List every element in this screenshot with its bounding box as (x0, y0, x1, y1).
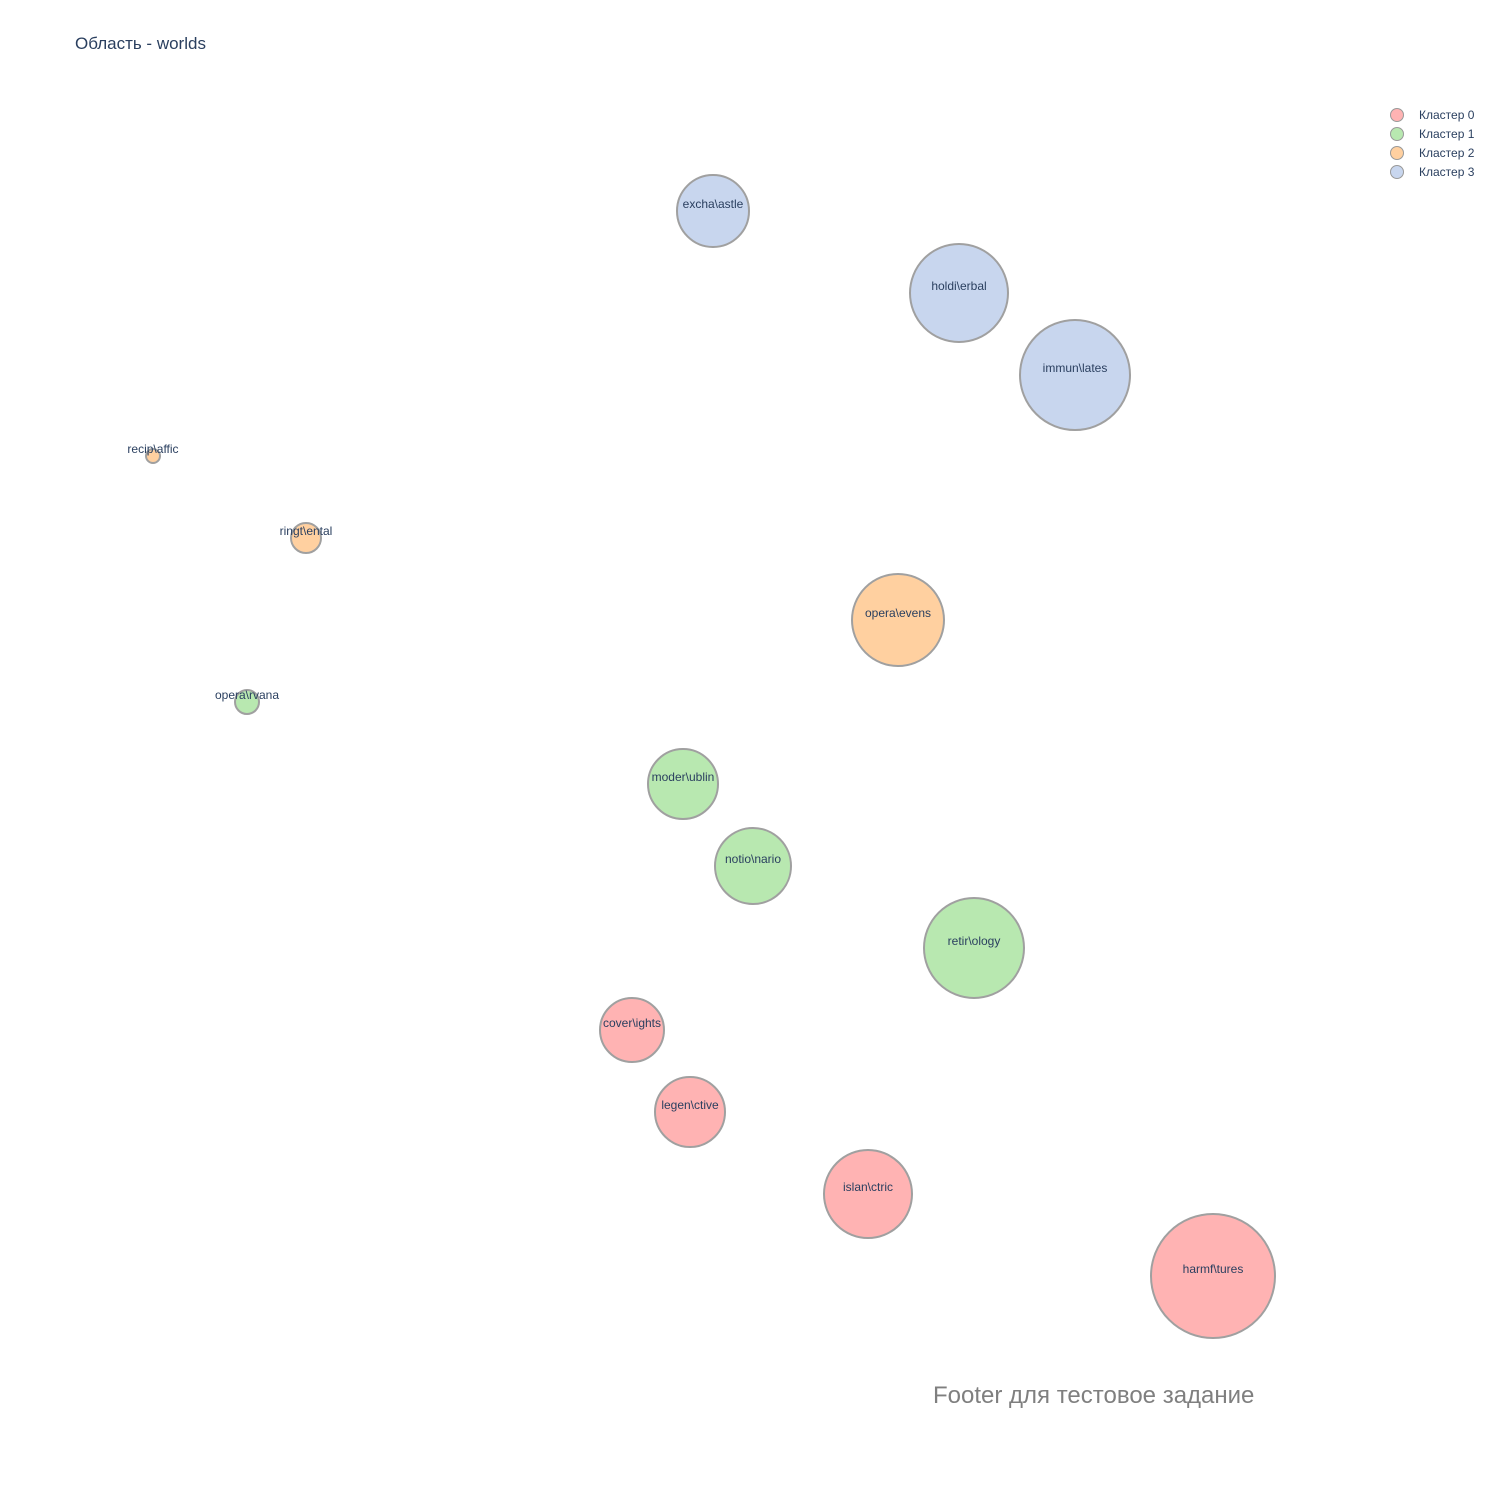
legend-item-cluster-3[interactable]: Кластер 3 (1390, 162, 1474, 181)
legend-swatch-cluster-2 (1390, 145, 1404, 160)
bubble-cluster-3-2[interactable] (1019, 319, 1131, 431)
bubble-cluster-2-2[interactable] (851, 573, 945, 667)
bubble-cluster-1-3[interactable] (923, 897, 1025, 999)
bubble-label-cluster-2-2: opera\evens (865, 606, 931, 620)
bubble-label-cluster-1-2: notio\nario (725, 852, 781, 866)
bubble-cluster-2-1[interactable] (290, 522, 322, 554)
bubble-cluster-3-0[interactable] (676, 174, 750, 248)
bubble-label-cluster-2-0: recip\affic (127, 442, 178, 456)
legend-label-cluster-3: Кластер 3 (1419, 164, 1475, 179)
bubbles-layer: cover\ights legen\ctive islan\ctric harmf\t… (127, 174, 1276, 1339)
bubble-label-cluster-0-2: islan\ctric (843, 1180, 893, 1194)
bubble-cluster-2-0[interactable] (145, 448, 161, 464)
bubble-label-cluster-1-1: moder\ublin (652, 770, 715, 784)
bubble-label-cluster-3-1: holdi\erbal (931, 279, 986, 293)
bubble-label-cluster-0-0: cover\ights (603, 1016, 661, 1030)
bubble-label-cluster-0-1: legen\ctive (661, 1098, 719, 1112)
bubble-cluster-0-3[interactable] (1150, 1213, 1276, 1339)
chart-title: Область - worlds (75, 34, 206, 53)
legend-swatch-cluster-1 (1390, 126, 1404, 141)
bubble-cluster-0-1[interactable] (654, 1076, 726, 1148)
bubble-cluster-0-2[interactable] (823, 1149, 913, 1239)
bubble-label-cluster-3-2: immun\lates (1043, 361, 1108, 375)
bubble-cluster-1-1[interactable] (647, 748, 719, 820)
bubble-label-cluster-0-3: harmf\tures (1183, 1262, 1244, 1276)
legend-item-cluster-0[interactable]: Кластер 0 (1390, 105, 1474, 124)
legend-label-cluster-1: Кластер 1 (1419, 126, 1475, 141)
legend-swatch-cluster-0 (1390, 107, 1404, 122)
legend-label-cluster-2: Кластер 2 (1419, 145, 1475, 160)
bubble-cluster-1-2[interactable] (714, 827, 792, 905)
legend-label-cluster-0: Кластер 0 (1419, 107, 1475, 122)
legend: Кластер 0 Кластер 1 Кластер 2 Кластер 3 (1390, 105, 1474, 181)
bubble-label-cluster-3-0: excha\astle (683, 197, 744, 211)
bubble-cluster-1-0[interactable] (234, 689, 260, 715)
bubble-label-cluster-2-1: ringt\ental (280, 524, 333, 538)
legend-swatch-cluster-3 (1390, 164, 1404, 179)
bubble-label-cluster-1-0: opera\rvana (215, 688, 279, 702)
legend-item-cluster-2[interactable]: Кластер 2 (1390, 143, 1474, 162)
bubble-cluster-0-0[interactable] (599, 997, 665, 1063)
footer-text: Footer для тестовое задание (933, 1382, 1255, 1409)
legend-item-cluster-1[interactable]: Кластер 1 (1390, 124, 1474, 143)
bubble-cluster-3-1[interactable] (909, 243, 1009, 343)
bubble-label-cluster-1-3: retir\ology (948, 934, 1001, 948)
